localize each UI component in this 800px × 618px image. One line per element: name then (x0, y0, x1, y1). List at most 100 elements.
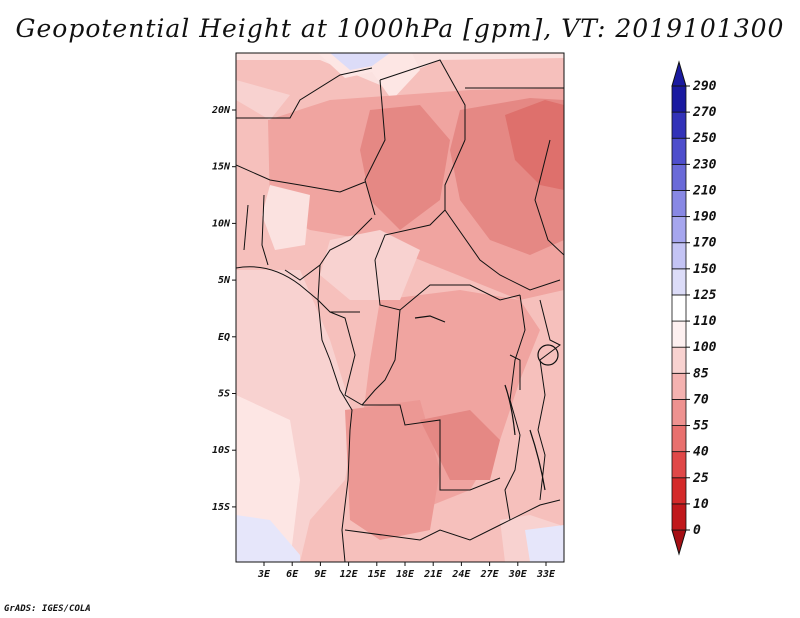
lat-label-7: 15S (212, 502, 230, 513)
boundary-angola-drc (362, 404, 501, 491)
lake-tanganyika (504, 384, 516, 436)
lon-label-5: 18E (396, 569, 415, 580)
lat-label-6: 10S (212, 445, 230, 456)
coastline-gulf-of-guinea (236, 266, 319, 301)
colorbar-swatch-7 (671, 320, 687, 348)
field-sw-blue (236, 515, 300, 562)
colorbar-label-16: 270 (692, 105, 717, 120)
boundary-eritrea (534, 139, 564, 256)
boundary-north-africa (236, 67, 373, 119)
field-sudan-darkest (505, 100, 564, 190)
lat-label-4: EQ (218, 332, 230, 343)
lat-label-0: 20N (211, 105, 231, 116)
lat-label-1: 15N (212, 162, 231, 173)
field-chad-dark (360, 105, 450, 230)
boundary-mali-niger (236, 164, 366, 193)
chart-title: Geopotential Height at 1000hPa [gpm], VT… (15, 14, 785, 43)
colorbar-swatch-13 (671, 163, 687, 191)
boundary-gabon-congo (329, 311, 363, 406)
colorbar-swatch-4 (671, 399, 687, 426)
colorbar-swatch-8 (671, 294, 687, 322)
colorbar-swatch-10 (671, 242, 687, 270)
colorbar-swatch-16 (671, 85, 687, 113)
field-se-blue (525, 525, 564, 562)
lon-label-6: 21E (423, 569, 443, 580)
boundary-libya-egypt (379, 59, 466, 140)
lakes (414, 315, 559, 491)
boundary-chad-sudan (374, 139, 466, 261)
field-nw-light (236, 80, 290, 120)
lon-label-0: 3E (257, 569, 271, 580)
colorbar-swatch-15 (671, 111, 687, 139)
colorbar-swatch-5 (671, 372, 687, 400)
colorbar-swatch-11 (671, 216, 687, 244)
boundaries (236, 59, 564, 562)
colorbar-swatch-3 (671, 425, 687, 453)
colorbar-label-8: 110 (693, 314, 717, 329)
colorbar-swatch-6 (671, 346, 687, 374)
field-cameroon-light (320, 230, 420, 300)
colorbar-label-9: 125 (693, 288, 717, 303)
lake-mai-ndombe (414, 315, 446, 323)
colorbar-label-11: 170 (693, 236, 717, 251)
coastline-west-central (317, 299, 353, 431)
lat-label-3: 5N (218, 275, 231, 286)
lon-label-7: 24E (451, 569, 471, 580)
colorbar-label-3: 40 (693, 445, 709, 460)
boundary-namibia-zambia (344, 499, 561, 541)
lon-label-2: 9E (314, 569, 327, 580)
colorbar-label-1: 10 (693, 497, 709, 512)
colorbar-swatch-2 (671, 451, 687, 479)
colorbar-label-7: 100 (693, 340, 717, 355)
boundary-congo-drc (361, 309, 401, 406)
field-north-blue (330, 53, 390, 70)
boundary-nigeria-cameroon (284, 217, 373, 281)
map-frame (235, 52, 565, 563)
boundary-uganda-kenya (537, 299, 561, 431)
colorbar-label-13: 210 (692, 183, 717, 198)
colorbar-min-arrow (671, 529, 687, 556)
lon-label-8: 27E (480, 569, 500, 580)
boundary-benin (261, 194, 269, 266)
lat-axis: 20N 15N 10N 5N EQ 5S 10S 15S (211, 105, 236, 513)
lon-label-3: 12E (340, 569, 359, 580)
boundary-rwanda-burundi (509, 354, 521, 390)
lon-label-4: 15E (368, 569, 387, 580)
colorbar-label-4: 55 (693, 419, 709, 434)
boundary-togo (243, 204, 249, 251)
map-field (236, 53, 564, 562)
colorbar-swatch-9 (671, 268, 687, 296)
boundary-tanzania (537, 429, 546, 501)
boundary-car (374, 259, 521, 311)
colorbar-swatch-14 (671, 137, 687, 165)
colorbar-label-2: 25 (692, 471, 709, 486)
field-angola (345, 400, 440, 540)
lon-label-9: 30E (508, 569, 528, 580)
colorbar-swatch-0 (671, 503, 687, 531)
lon-label-1: 6E (286, 569, 299, 580)
colorbar-label-14: 230 (692, 157, 717, 172)
lon-axis: 3E 6E 9E 12E 15E 18E 21E 24E 27E 30E 33E (257, 562, 556, 580)
lat-label-2: 10N (212, 218, 231, 229)
colorbar-label-5: 70 (693, 392, 709, 407)
colorbar-label-12: 190 (693, 210, 717, 225)
colorbar-label-10: 150 (693, 262, 717, 277)
lat-label-5: 5S (218, 389, 230, 400)
colorbar-label-0: 0 (693, 523, 701, 538)
field-nigeria-pale (262, 185, 310, 250)
lake-malawi (529, 429, 546, 491)
colorbar-swatch-1 (671, 477, 687, 505)
boundary-south-sudan (444, 209, 561, 291)
boundary-niger-chad (364, 79, 386, 216)
boundary-drc-east (504, 294, 526, 521)
grads-credit: GrADS: IGES/COLA (4, 604, 91, 614)
colorbar: 0 10 25 40 55 70 85 100 110 125 150 170 190 210 230 250… (671, 60, 717, 556)
boundary-angola-coast (341, 429, 351, 562)
field-north-paler (318, 53, 420, 100)
boundary-cameroon-south (317, 264, 360, 313)
lon-label-10: 33E (536, 569, 556, 580)
lake-victoria (537, 344, 559, 366)
colorbar-swatch-12 (671, 190, 687, 217)
colorbar-label-17: 290 (692, 79, 717, 94)
